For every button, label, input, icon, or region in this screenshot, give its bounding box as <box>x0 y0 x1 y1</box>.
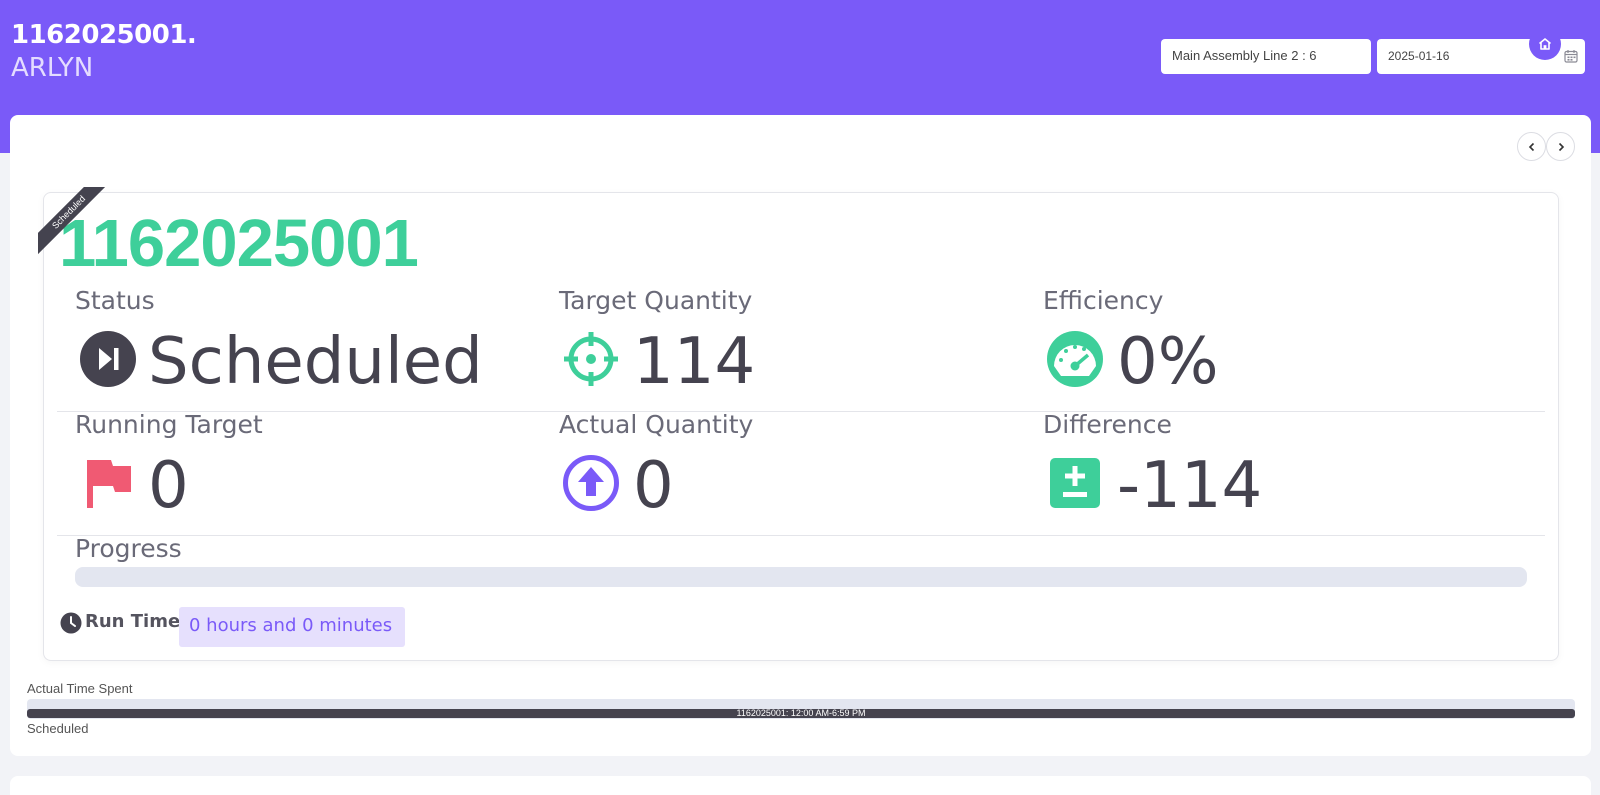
row-divider <box>57 411 1545 412</box>
row-divider <box>57 535 1545 536</box>
line-select[interactable]: Main Assembly Line 2 : 6 <box>1161 39 1371 74</box>
chevron-right-icon <box>1558 142 1564 151</box>
status-ribbon-label: Scheduled <box>38 187 106 255</box>
prev-button[interactable] <box>1517 132 1546 161</box>
progress-bar <box>75 567 1527 587</box>
chevron-left-icon <box>1528 142 1534 151</box>
calendar-icon[interactable] <box>1564 49 1578 63</box>
target-quantity-value: 114 <box>633 325 756 399</box>
run-time-value: 0 hours and 0 minutes <box>179 607 405 647</box>
actual-time-spent-label: Actual Time Spent <box>27 681 133 696</box>
crosshair-icon <box>564 332 618 386</box>
clock-icon <box>60 612 82 634</box>
efficiency-label: Efficiency <box>1043 286 1164 315</box>
timeline-bar[interactable]: 1162025001: 12:00 AM-6:59 PM <box>27 709 1575 718</box>
home-icon <box>1538 38 1552 50</box>
plus-minus-icon <box>1050 458 1100 508</box>
page-title: 1162025001. <box>11 20 197 50</box>
run-time-label: Run Time: <box>85 611 188 632</box>
speedometer-icon <box>1047 331 1103 387</box>
status-label: Status <box>75 286 155 315</box>
status-value: Scheduled <box>148 325 483 399</box>
target-quantity-label: Target Quantity <box>559 286 753 315</box>
flag-icon <box>87 460 131 508</box>
difference-value: -114 <box>1117 449 1263 523</box>
running-target-label: Running Target <box>75 410 263 439</box>
play-next-icon <box>80 331 136 387</box>
efficiency-value: 0% <box>1117 325 1219 399</box>
order-number: 1162025001 <box>59 206 419 281</box>
arrow-up-circle-icon <box>563 455 619 511</box>
date-input-value: 2025-01-16 <box>1388 49 1450 63</box>
next-card <box>10 776 1591 795</box>
status-ribbon: Scheduled <box>38 187 106 255</box>
line-select-value: Main Assembly Line 2 : 6 <box>1172 48 1317 63</box>
actual-quantity-label: Actual Quantity <box>559 410 754 439</box>
page-subtitle: ARLYN <box>11 53 94 83</box>
timeline-legend: Scheduled <box>27 721 89 736</box>
progress-label: Progress <box>75 534 182 563</box>
home-button[interactable] <box>1529 28 1561 60</box>
next-button[interactable] <box>1546 132 1575 161</box>
running-target-value: 0 <box>148 449 189 523</box>
difference-label: Difference <box>1043 410 1172 439</box>
actual-quantity-value: 0 <box>633 449 674 523</box>
